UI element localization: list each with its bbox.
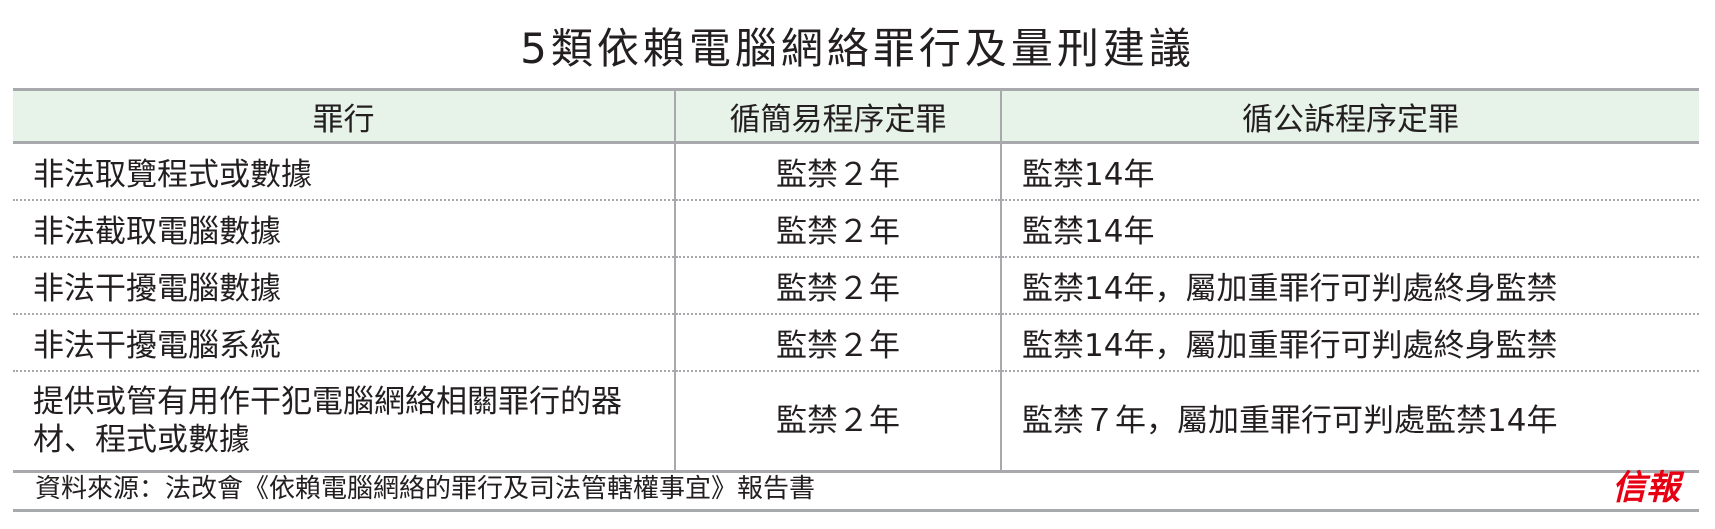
- summary-cell: 監禁２年: [674, 257, 1001, 315]
- header-indictment: 循公訴程序定罪: [1000, 88, 1699, 144]
- summary-cell: 監禁２年: [674, 200, 1001, 258]
- indictment-cell: 監禁14年，屬加重罪行可判處終身監禁: [1000, 314, 1699, 372]
- table-row: 非法截取電腦數據 監禁２年 監禁14年: [13, 200, 1699, 258]
- table-row: 提供或管有用作干犯電腦網絡相關罪行的器材、程式或數據 監禁２年 監禁７年，屬加重…: [13, 371, 1699, 473]
- table-row: 非法干擾電腦系統 監禁２年 監禁14年，屬加重罪行可判處終身監禁: [13, 314, 1699, 372]
- hkej-logo: 信報: [1612, 468, 1680, 508]
- table-header-row: 罪行 循簡易程序定罪 循公訴程序定罪: [13, 88, 1699, 144]
- indictment-cell: 監禁14年: [1000, 200, 1699, 258]
- summary-cell: 監禁２年: [674, 371, 1001, 473]
- indictment-cell: 監禁14年，屬加重罪行可判處終身監禁: [1000, 257, 1699, 315]
- indictment-cell: 監禁７年，屬加重罪行可判處監禁14年: [1000, 371, 1699, 473]
- offence-cell: 非法干擾電腦系統: [13, 314, 675, 372]
- offence-cell: 非法干擾電腦數據: [13, 257, 675, 315]
- summary-cell: 監禁２年: [674, 142, 1001, 201]
- offence-cell: 非法取覽程式或數據: [13, 142, 675, 201]
- header-summary: 循簡易程序定罪: [674, 88, 1001, 144]
- sentencing-table: 罪行 循簡易程序定罪 循公訴程序定罪 非法取覽程式或數據 監禁２年 監禁14年 …: [13, 88, 1699, 473]
- summary-cell: 監禁２年: [674, 314, 1001, 372]
- offence-cell: 提供或管有用作干犯電腦網絡相關罪行的器材、程式或數據: [13, 371, 675, 473]
- table-row: 非法干擾電腦數據 監禁２年 監禁14年，屬加重罪行可判處終身監禁: [13, 257, 1699, 315]
- offence-cell: 非法截取電腦數據: [13, 200, 675, 258]
- table-row: 非法取覽程式或數據 監禁２年 監禁14年: [13, 142, 1699, 201]
- header-offence: 罪行: [13, 88, 675, 144]
- source-note: 資料來源：法改會《依賴電腦網絡的罪行及司法管轄權事宜》報告書: [35, 474, 816, 504]
- page-title: 5類依賴電腦網絡罪行及量刑建議: [520, 24, 1195, 73]
- indictment-cell: 監禁14年: [1000, 142, 1699, 201]
- bottom-rule: [13, 509, 1699, 512]
